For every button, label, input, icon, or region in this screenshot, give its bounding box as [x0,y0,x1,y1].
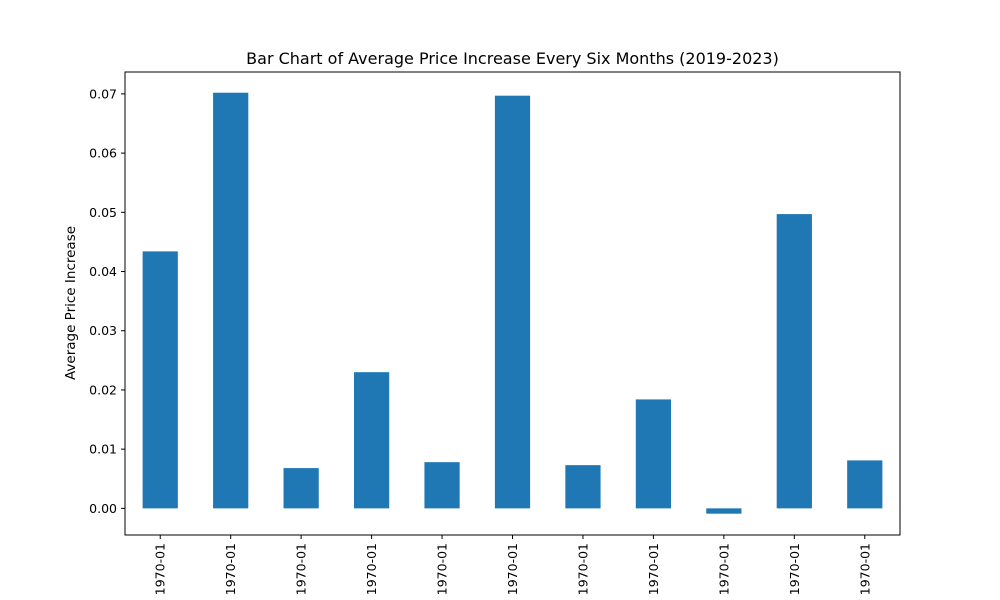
bars-group [142,92,883,514]
x-tick-label-6: 1970-01 [505,543,520,595]
y-tick-label-7: 0.07 [89,86,117,101]
bar-10 [776,214,812,509]
y-tick-label-4: 0.04 [89,264,117,279]
bar-11 [847,460,883,509]
plot-frame [124,71,901,536]
bar-7 [565,465,601,509]
y-tick-label-1: 0.01 [89,442,117,457]
y-tick-label-0: 0.00 [89,501,117,516]
bar-2 [213,92,249,509]
bar-6 [494,95,531,509]
x-tick-label-3: 1970-01 [294,543,309,595]
x-axis: 1970-01 1970-01 1970-01 1970-01 1970-01 1970-… [153,535,872,595]
bar-4 [353,372,390,509]
bar-8 [635,399,672,509]
y-tick-label-6: 0.06 [89,146,117,161]
bar-9 [706,508,742,514]
y-axis-label: Average Price Increase [63,226,79,380]
bar-3 [283,468,319,509]
x-tick-label-11: 1970-01 [857,543,872,595]
x-tick-label-10: 1970-01 [787,543,802,595]
x-tick-label-7: 1970-01 [575,543,590,595]
y-tick-label-5: 0.05 [89,205,117,220]
y-tick-label-3: 0.03 [89,323,117,338]
x-tick-label-2: 1970-01 [223,543,238,595]
y-tick-label-2: 0.02 [89,382,117,397]
x-tick-label-4: 1970-01 [364,543,379,595]
bar-1 [142,251,178,509]
y-axis: 0.00 0.01 0.02 0.03 0.04 0.05 0.06 0.07 [89,86,125,516]
x-tick-label-9: 1970-01 [716,543,731,595]
bar-5 [424,462,460,509]
x-tick-label-5: 1970-01 [435,543,450,595]
chart-title: Bar Chart of Average Price Increase Ever… [246,49,779,68]
x-tick-label-1: 1970-01 [153,543,168,595]
x-tick-label-8: 1970-01 [646,543,661,595]
